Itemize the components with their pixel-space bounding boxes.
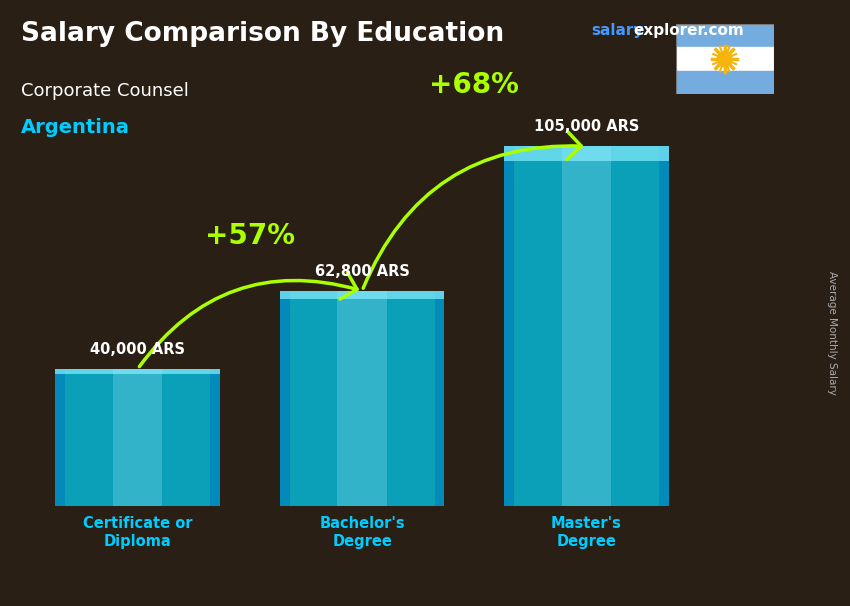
Text: +68%: +68% — [429, 70, 519, 99]
Text: Bachelor's
Degree: Bachelor's Degree — [320, 516, 405, 548]
FancyBboxPatch shape — [337, 291, 387, 506]
FancyBboxPatch shape — [280, 291, 445, 506]
FancyArrowPatch shape — [139, 272, 357, 367]
FancyBboxPatch shape — [280, 291, 290, 506]
Text: Argentina: Argentina — [21, 118, 130, 137]
Bar — [676, 71, 774, 94]
FancyArrowPatch shape — [363, 132, 581, 288]
FancyBboxPatch shape — [55, 369, 65, 506]
FancyBboxPatch shape — [55, 369, 220, 375]
FancyBboxPatch shape — [280, 291, 445, 299]
Text: Salary Comparison By Education: Salary Comparison By Education — [21, 21, 504, 47]
FancyBboxPatch shape — [562, 146, 611, 506]
Text: Average Monthly Salary: Average Monthly Salary — [827, 271, 837, 395]
FancyBboxPatch shape — [113, 369, 162, 506]
FancyBboxPatch shape — [434, 291, 445, 506]
FancyBboxPatch shape — [55, 369, 220, 506]
Text: 62,800 ARS: 62,800 ARS — [314, 264, 410, 279]
FancyBboxPatch shape — [504, 146, 669, 161]
Text: 105,000 ARS: 105,000 ARS — [534, 119, 639, 135]
FancyBboxPatch shape — [659, 146, 669, 506]
Text: explorer.com: explorer.com — [633, 23, 744, 38]
Text: 40,000 ARS: 40,000 ARS — [90, 342, 185, 357]
FancyBboxPatch shape — [210, 369, 220, 506]
FancyBboxPatch shape — [504, 146, 514, 506]
Text: salary: salary — [591, 23, 643, 38]
Text: Corporate Counsel: Corporate Counsel — [21, 82, 189, 100]
Circle shape — [717, 52, 732, 67]
Text: Master's
Degree: Master's Degree — [551, 516, 622, 548]
Text: +57%: +57% — [205, 222, 295, 250]
FancyBboxPatch shape — [504, 146, 669, 506]
Text: Certificate or
Diploma: Certificate or Diploma — [83, 516, 192, 548]
Bar — [676, 47, 774, 71]
Bar — [676, 24, 774, 47]
